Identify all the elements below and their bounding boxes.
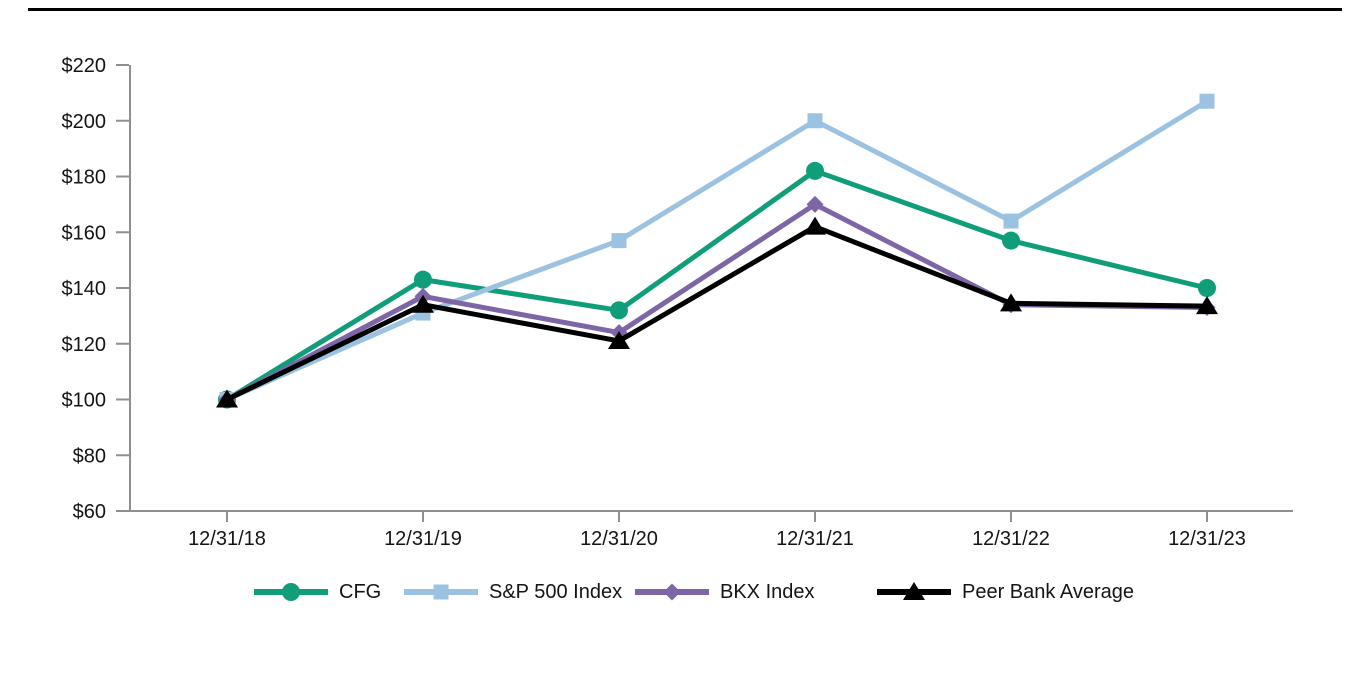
svg-text:$100: $100	[62, 390, 107, 412]
svg-text:12/31/18: 12/31/18	[188, 528, 266, 550]
svg-text:$140: $140	[62, 278, 107, 300]
cfg-line-circle-swatch-icon	[252, 580, 330, 604]
sp500-line-square-swatch-icon	[402, 580, 480, 604]
svg-text:$120: $120	[62, 334, 107, 356]
legend-item-bkx: BKX Index	[633, 576, 815, 608]
top-horizontal-rule	[28, 8, 1342, 11]
chart-legend: CFG S&P 500 Index BKX Index Peer Bank Av…	[0, 576, 1368, 608]
peer-line-triangle-swatch-icon	[875, 580, 953, 604]
svg-text:12/31/20: 12/31/20	[580, 528, 658, 550]
legend-label-cfg: CFG	[339, 580, 382, 603]
svg-text:12/31/22: 12/31/22	[972, 528, 1050, 550]
svg-text:12/31/19: 12/31/19	[384, 528, 462, 550]
legend-label-peer: Peer Bank Average	[962, 580, 1134, 603]
svg-text:$80: $80	[73, 445, 106, 467]
svg-text:$60: $60	[73, 501, 106, 523]
line-chart-canvas: $60 $80 $100 $120 $140 $160 $180 $200 $220 12/31/…	[62, 55, 1293, 550]
legend-label-sp500: S&P 500 Index	[489, 580, 623, 603]
svg-text:$220: $220	[62, 55, 107, 77]
svg-text:$200: $200	[62, 111, 107, 133]
performance-chart: $60 $80 $100 $120 $140 $160 $180 $200 $220 12/31/…	[62, 55, 1293, 550]
svg-text:12/31/21: 12/31/21	[776, 528, 854, 550]
svg-text:$180: $180	[62, 167, 107, 189]
svg-text:12/31/23: 12/31/23	[1168, 528, 1246, 550]
svg-text:$160: $160	[62, 222, 107, 244]
bkx-line-diamond-swatch-icon	[633, 580, 711, 604]
legend-label-bkx: BKX Index	[720, 580, 815, 603]
legend-item-cfg: CFG	[252, 576, 381, 608]
legend-item-peer: Peer Bank Average	[875, 576, 1134, 608]
legend-item-sp500: S&P 500 Index	[402, 576, 622, 608]
